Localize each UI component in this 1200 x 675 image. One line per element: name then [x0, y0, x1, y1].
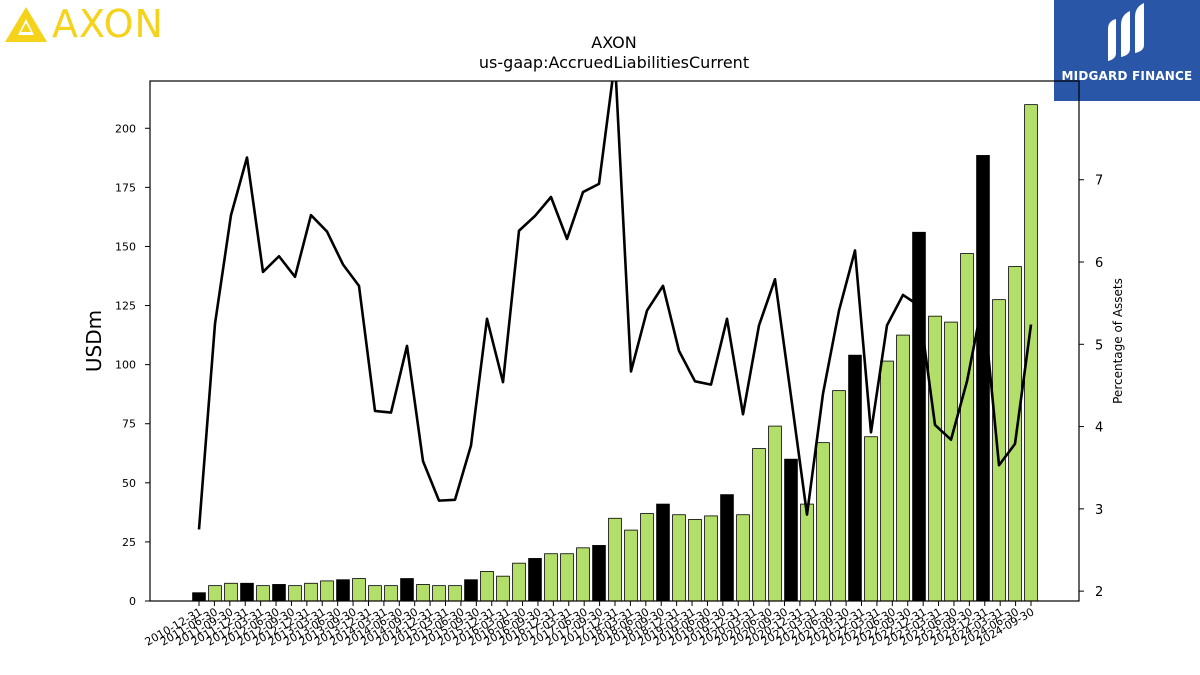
bar	[816, 442, 830, 602]
bar	[240, 582, 254, 602]
y-tick-label: 125	[115, 300, 136, 313]
bar	[704, 515, 718, 602]
bar	[608, 517, 622, 602]
bar	[400, 578, 414, 602]
bar	[848, 354, 862, 602]
bar	[192, 592, 206, 602]
bar	[320, 580, 334, 602]
bar	[784, 458, 798, 602]
bar	[544, 553, 558, 602]
y-tick-label: 0	[129, 595, 136, 608]
bar	[672, 514, 686, 602]
midgard-finance-logo: MIDGARD FINANCE	[1054, 0, 1200, 101]
bar	[368, 585, 382, 602]
bar	[656, 503, 670, 602]
bar	[720, 494, 734, 602]
y-axis-left: 0 25 50 75 100 125 150 175 200	[115, 122, 150, 608]
y2-tick-label: 5	[1095, 338, 1103, 353]
bar	[624, 529, 638, 602]
bar	[800, 503, 814, 602]
y2-tick-label: 3	[1095, 503, 1103, 518]
y-tick-label: 25	[122, 536, 136, 549]
axon-delta-icon	[5, 7, 47, 42]
bar	[416, 584, 430, 602]
bar	[528, 558, 542, 602]
midgard-emblem-icon	[1108, 3, 1144, 61]
bar	[352, 578, 366, 602]
bar	[880, 360, 894, 602]
x-axis: 2010-12-312011-06-302011-09-302011-12-31…	[143, 601, 1037, 649]
bar	[944, 321, 958, 602]
axon-logo: AXON	[4, 4, 164, 44]
y-tick-label: 175	[115, 181, 136, 194]
y2-axis-label: Percentage of Assets	[1111, 278, 1125, 404]
chart-title: AXON	[591, 33, 636, 52]
y2-tick-label: 2	[1095, 585, 1103, 600]
axon-logo-text: AXON	[52, 2, 164, 46]
bar	[464, 579, 478, 602]
bar	[912, 231, 926, 602]
y2-tick-label: 6	[1095, 256, 1103, 271]
y-axis-label: USDm	[82, 310, 106, 372]
y2-tick-label: 7	[1095, 174, 1103, 189]
percentage-of-assets-line	[197, 81, 1033, 530]
bar	[592, 545, 606, 602]
bar	[256, 585, 270, 602]
bar	[576, 547, 590, 602]
y2-tick-label: 4	[1095, 421, 1103, 436]
y-tick-label: 200	[115, 122, 136, 135]
bar	[288, 585, 302, 602]
bar	[960, 253, 974, 602]
bar	[736, 514, 750, 602]
bar	[496, 575, 510, 602]
y-tick-label: 50	[122, 477, 136, 490]
bar	[224, 582, 238, 602]
bar	[304, 582, 318, 602]
bar	[1008, 266, 1022, 602]
bar	[864, 436, 878, 602]
bar	[480, 571, 494, 602]
bar	[640, 513, 654, 602]
bar	[928, 315, 942, 602]
bar	[384, 585, 398, 602]
y-axis-right: 2 3 4 5 6 7	[1079, 174, 1103, 600]
bar	[976, 155, 990, 602]
y-tick-label: 150	[115, 240, 136, 253]
bar	[208, 585, 222, 602]
bar	[448, 585, 462, 602]
bar	[272, 584, 286, 602]
chart-subtitle: us-gaap:AccruedLiabilitiesCurrent	[479, 53, 749, 72]
bar	[832, 390, 846, 602]
bar	[992, 299, 1006, 602]
bar	[752, 448, 766, 602]
y-tick-label: 100	[115, 359, 136, 372]
bar	[560, 553, 574, 602]
bar	[432, 585, 446, 602]
bar	[336, 579, 350, 602]
bar	[768, 425, 782, 602]
bar	[896, 334, 910, 602]
bar	[512, 562, 526, 602]
bar	[688, 519, 702, 602]
bar-series	[192, 104, 1038, 602]
y-tick-label: 75	[122, 418, 136, 431]
midgard-finance-text: MIDGARD FINANCE	[1061, 69, 1193, 83]
